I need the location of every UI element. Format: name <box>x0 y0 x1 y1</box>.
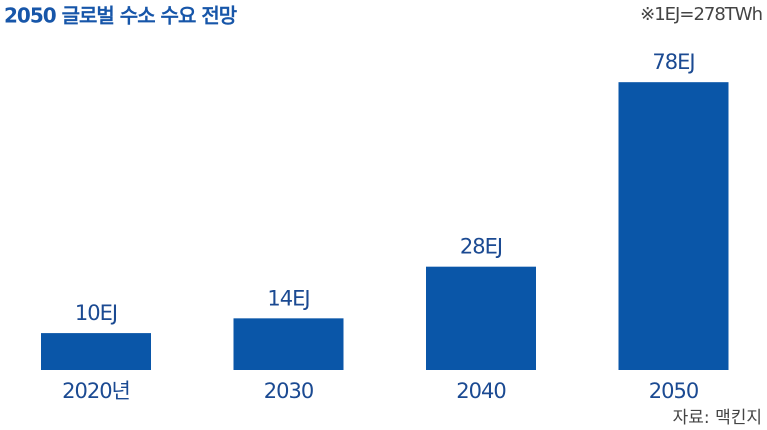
bar <box>426 266 536 370</box>
bar <box>41 333 151 370</box>
note: ※1EJ=278TWh <box>640 4 762 25</box>
bar <box>233 318 344 370</box>
source: 자료: 맥킨지 <box>673 408 762 428</box>
x-tick-label: 2040 <box>456 379 505 403</box>
x-tick-label: 2030 <box>264 379 313 403</box>
x-tick-label: 2050 <box>649 379 698 403</box>
value-label: 78EJ <box>652 50 694 74</box>
value-label: 10EJ <box>75 301 117 325</box>
bar <box>618 82 729 371</box>
x-tick-label: 2020년 <box>62 379 130 403</box>
value-label: 14EJ <box>267 286 309 310</box>
value-label: 28EJ <box>460 235 502 259</box>
chart-title: 2050 글로벌 수소 수요 전망 <box>4 4 238 28</box>
